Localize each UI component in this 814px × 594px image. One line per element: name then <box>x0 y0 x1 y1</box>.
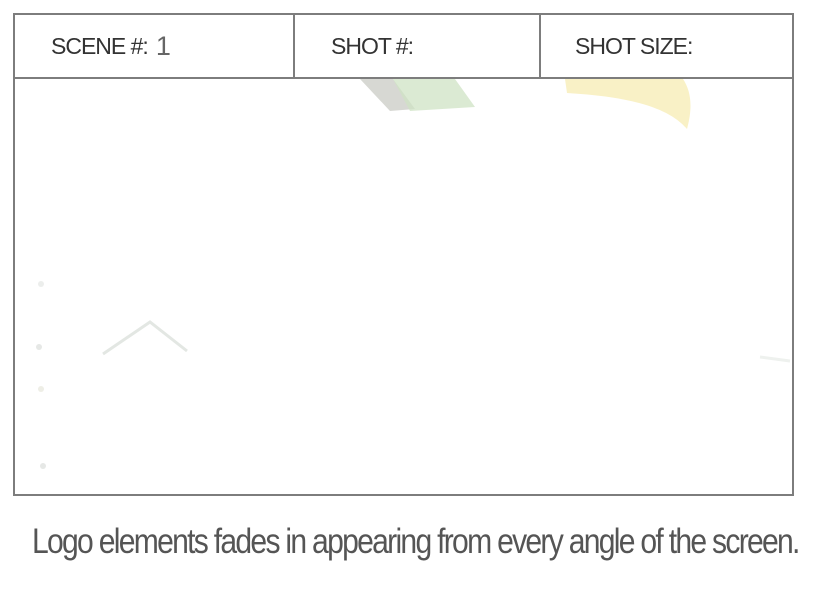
storyboard-frame: SCENE #: 1 SHOT #: SHOT SIZE: <box>13 13 794 496</box>
shot-size-label: SHOT SIZE: <box>575 32 693 59</box>
faint-dot <box>40 463 46 469</box>
shot-description: Logo elements fades in appearing from ev… <box>32 522 800 561</box>
scene-label: SCENE #: <box>51 32 149 59</box>
yellow-logo-shard <box>565 79 691 129</box>
shot-field: SHOT #: <box>295 15 541 77</box>
faint-dot <box>36 344 42 350</box>
faint-chevron-shape <box>102 320 188 356</box>
storyboard-panel <box>15 79 792 494</box>
faint-edge-stroke <box>759 355 791 363</box>
shot-size-field: SHOT SIZE: <box>541 15 792 77</box>
scene-value: 1 <box>155 30 171 61</box>
faint-dot <box>38 281 44 287</box>
faint-dot <box>38 386 44 392</box>
panel-artwork <box>36 79 791 469</box>
storyboard-header: SCENE #: 1 SHOT #: SHOT SIZE: <box>15 15 792 79</box>
scene-field: SCENE #: 1 <box>15 15 295 77</box>
green-logo-shard <box>393 79 475 111</box>
gray-logo-shard <box>360 79 415 111</box>
shot-label: SHOT #: <box>331 32 414 59</box>
